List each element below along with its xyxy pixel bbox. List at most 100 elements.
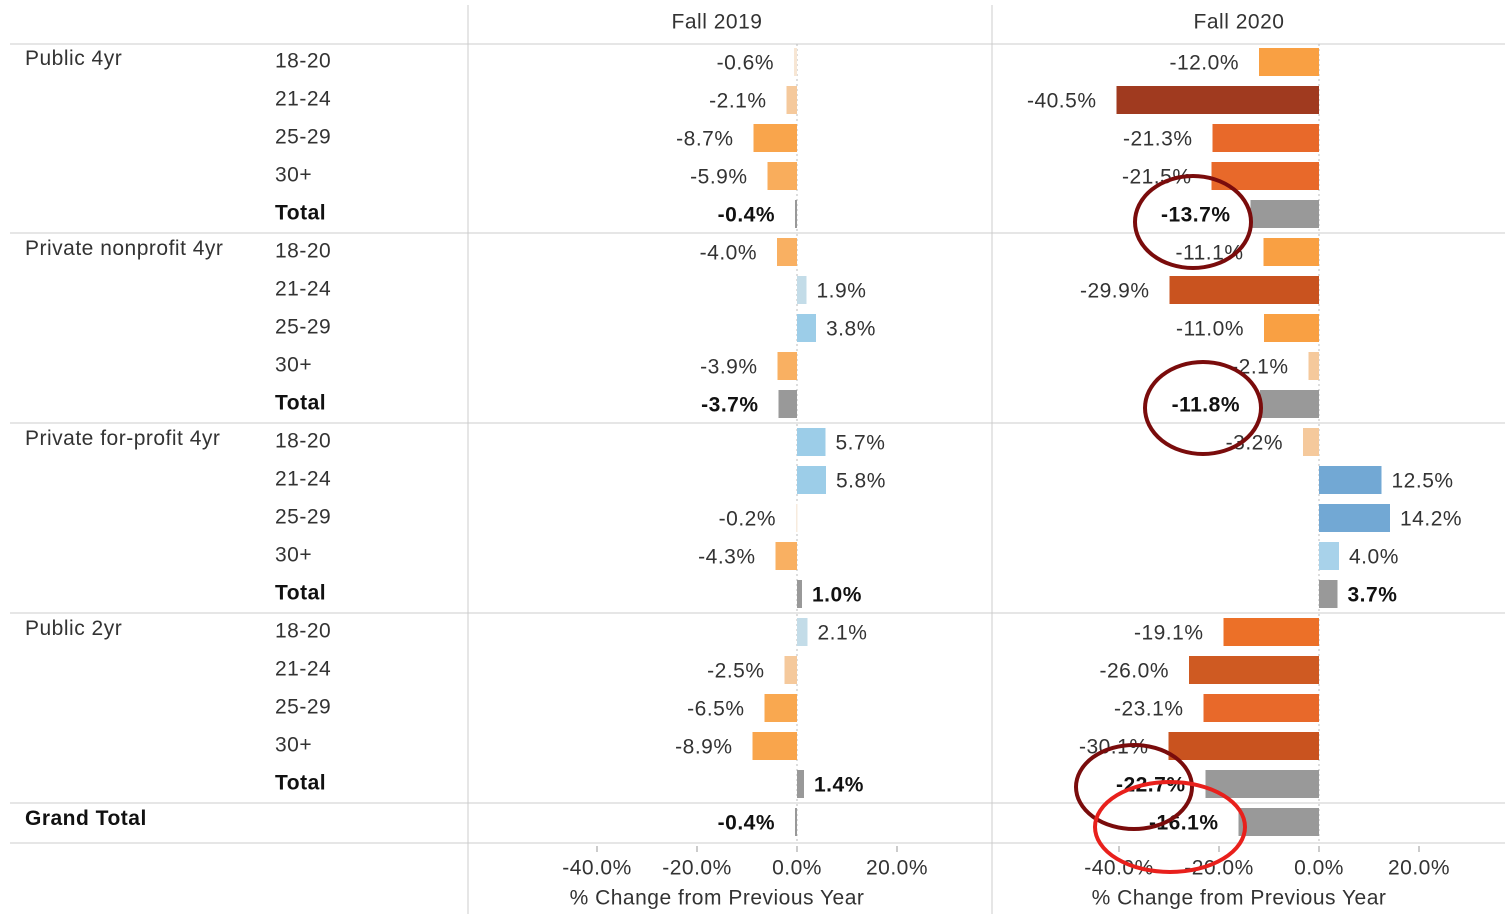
value-label: -11.8% — [1172, 394, 1240, 417]
row-label: 21-24 — [275, 468, 331, 491]
row-label: 25-29 — [275, 316, 331, 339]
column-header: Fall 2019 — [672, 11, 763, 34]
bar — [764, 694, 797, 722]
value-label: -11.0% — [1176, 318, 1244, 341]
value-label: -26.0% — [1099, 660, 1169, 683]
bar — [1189, 656, 1319, 684]
x-tick-label: 0.0% — [1294, 857, 1344, 880]
annotation-circle — [1093, 780, 1247, 874]
value-label: 5.8% — [836, 470, 886, 493]
group-label-box: Public 2yr — [25, 617, 123, 640]
bar — [752, 732, 797, 760]
bar — [795, 808, 797, 836]
value-label: -5.9% — [690, 166, 747, 189]
value-label: -8.9% — [675, 736, 732, 759]
row-label: 25-29 — [275, 506, 331, 529]
x-axis-title: % Change from Previous Year — [570, 887, 865, 910]
value-label: -0.4% — [718, 204, 775, 227]
row-label: 25-29 — [275, 696, 331, 719]
bar — [753, 124, 797, 152]
value-label: -0.2% — [719, 508, 776, 531]
row-label: 30+ — [275, 164, 312, 187]
value-label: 1.4% — [814, 774, 864, 797]
value-label: 1.9% — [817, 280, 867, 303]
annotation-circle — [1074, 743, 1194, 831]
bar — [1319, 542, 1339, 570]
bar — [1116, 86, 1319, 114]
value-label: -21.3% — [1123, 128, 1193, 151]
row-label: 18-20 — [275, 50, 331, 73]
bar — [797, 276, 807, 304]
value-label: -3.7% — [701, 394, 758, 417]
value-label: -3.9% — [700, 356, 757, 379]
value-label: -19.1% — [1134, 622, 1204, 645]
group-label-box: Grand Total — [25, 807, 147, 830]
bar — [797, 580, 802, 608]
row-label: 21-24 — [275, 278, 331, 301]
x-tick-label: -40.0% — [562, 857, 632, 880]
value-label: 14.2% — [1400, 508, 1462, 531]
bar — [1212, 124, 1319, 152]
value-label: 1.0% — [812, 584, 862, 607]
bar — [1319, 466, 1382, 494]
value-label: 2.1% — [818, 622, 868, 645]
value-label: 5.7% — [836, 432, 886, 455]
bar — [794, 48, 797, 76]
column-header: Fall 2020 — [1194, 11, 1285, 34]
row-label: 21-24 — [275, 88, 331, 111]
value-label: -6.5% — [687, 698, 744, 721]
row-label: 18-20 — [275, 620, 331, 643]
value-label: -21.5% — [1122, 166, 1192, 189]
value-label: 12.5% — [1392, 470, 1454, 493]
x-tick-label: -20.0% — [1184, 857, 1254, 880]
x-tick-label: 20.0% — [866, 857, 928, 880]
group-label: Private for-profit 4yr — [25, 427, 221, 450]
bar — [777, 238, 797, 266]
x-axis-title: % Change from Previous Year — [1092, 887, 1387, 910]
value-label: -16.1% — [1149, 812, 1219, 835]
bar — [1250, 200, 1319, 228]
bar — [1259, 48, 1319, 76]
bar — [1263, 238, 1319, 266]
value-label: -0.4% — [718, 812, 775, 835]
value-label: -12.0% — [1169, 52, 1239, 75]
bar — [797, 618, 808, 646]
bar — [767, 162, 797, 190]
bar — [786, 86, 797, 114]
group-label: Public 4yr — [25, 47, 123, 70]
bar — [1223, 618, 1319, 646]
group-label: Grand Total — [25, 807, 147, 830]
row-label: Total — [275, 202, 326, 225]
bar — [797, 770, 804, 798]
bar — [1260, 390, 1319, 418]
row-label: 21-24 — [275, 658, 331, 681]
bar — [796, 504, 798, 532]
bar — [778, 390, 797, 418]
group-label-box: Public 4yr — [25, 47, 123, 70]
row-label: 30+ — [275, 354, 312, 377]
x-tick-label: -40.0% — [1084, 857, 1154, 880]
bar — [1169, 276, 1319, 304]
value-label: -8.7% — [676, 128, 733, 151]
bar — [797, 466, 826, 494]
bar — [1319, 504, 1390, 532]
row-label: 25-29 — [275, 126, 331, 149]
x-tick-label: 0.0% — [772, 857, 822, 880]
value-label: -13.7% — [1161, 204, 1231, 227]
value-label: -2.5% — [707, 660, 764, 683]
bar — [1264, 314, 1319, 342]
bar — [1303, 428, 1319, 456]
bar — [1203, 694, 1319, 722]
bar — [775, 542, 797, 570]
bar — [1319, 580, 1338, 608]
annotation-circle — [1143, 360, 1263, 456]
row-label: 18-20 — [275, 240, 331, 263]
row-label: 18-20 — [275, 430, 331, 453]
row-label: 30+ — [275, 734, 312, 757]
value-label: -4.0% — [700, 242, 757, 265]
group-label: Private nonprofit 4yr — [25, 237, 224, 260]
group-label: Public 2yr — [25, 617, 123, 640]
bar — [1238, 808, 1319, 836]
bar — [797, 428, 826, 456]
